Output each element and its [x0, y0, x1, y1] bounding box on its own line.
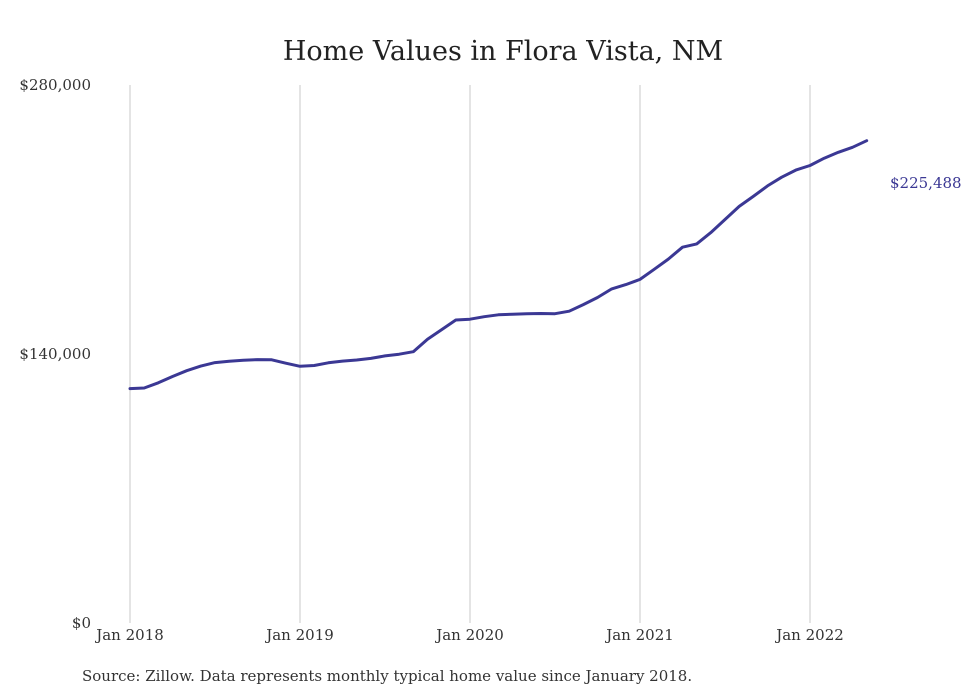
x-tick-label: Jan 2018: [94, 626, 164, 644]
y-tick-label: $0: [72, 614, 91, 632]
y-tick-label: $280,000: [19, 76, 91, 94]
x-tick-label: Jan 2022: [774, 626, 844, 644]
x-axis: Jan 2018 Jan 2019 Jan 2020 Jan 2021 Jan 2022: [94, 626, 844, 644]
x-tick-label: Jan 2019: [264, 626, 334, 644]
series-line-0: [128, 139, 869, 391]
chart-title: Home Values in Flora Vista, NM: [283, 36, 723, 67]
last-value-label: $225,488: [890, 174, 962, 192]
source-note: Source: Zillow. Data represents monthly …: [82, 667, 693, 685]
x-tick-label: Jan 2020: [434, 626, 504, 644]
y-tick-label: $140,000: [19, 345, 91, 363]
gridlines: [129, 85, 811, 623]
plot-area: [128, 139, 869, 391]
x-tick-label: Jan 2021: [604, 626, 674, 644]
y-axis: $0 $140,000 $280,000: [19, 76, 91, 632]
